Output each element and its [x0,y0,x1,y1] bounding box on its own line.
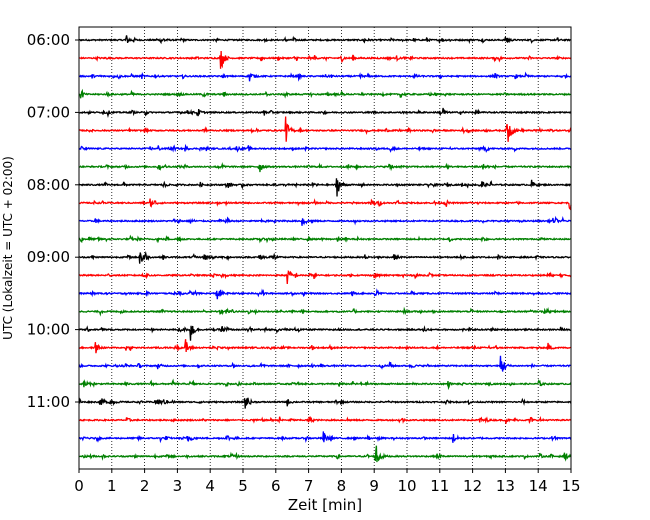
plot-frame [78,26,572,470]
seismic-trace-0945 [78,306,572,317]
x-tick-label: 3 [173,477,183,495]
y-tick-label: 07:00 [27,103,70,121]
x-tick-label: 8 [337,477,347,495]
y-axis-ticks: 06:00 07:00 08:00 09:00 10:00 11:00 [27,31,79,411]
seismic-trace-1015 [78,339,572,354]
y-axis-label: UTC (Lokalzeit = UTC + 02:00) [1,156,15,340]
seismic-trace-0930 [78,288,572,300]
seismic-trace-0745 [78,162,572,173]
seismic-trace-1145 [78,445,572,463]
x-tick-label: 10 [397,477,416,495]
y-tick-label: 09:00 [27,248,70,266]
y-tick-label: 06:00 [27,31,70,49]
x-tick-label: 14 [529,477,548,495]
x-tick-label: 2 [140,477,150,495]
seismic-trace-1000 [78,325,572,341]
x-axis-label: Zeit [min] [288,496,362,514]
seismic-trace-0700 [78,107,572,118]
y-tick-label: 10:00 [27,321,70,339]
seismic-trace-0630 [78,71,572,82]
seismic-trace-0615 [78,51,572,69]
seismic-trace-0600 [78,35,572,45]
x-tick-label: 0 [74,477,84,495]
x-tick-label: 7 [304,477,314,495]
seismic-trace-1130 [78,431,572,444]
x-tick-label: 11 [430,477,449,495]
seismic-trace-0645 [78,88,572,99]
seismic-traces [78,35,572,463]
seismic-trace-0815 [78,198,572,211]
seismic-trace-0900 [78,250,572,264]
x-axis-ticks: 0 1 2 3 4 5 6 7 8 9 10 11 12 13 14 15 [74,469,581,495]
x-tick-label: 5 [238,477,248,495]
x-tick-label: 6 [271,477,281,495]
seismic-trace-1100 [78,397,572,409]
x-tick-label: 1 [107,477,117,495]
x-tick-label: 13 [496,477,515,495]
x-tick-label: 9 [369,477,379,495]
seismic-trace-1115 [78,415,572,425]
x-tick-label: 4 [205,477,215,495]
seismic-trace-0830 [78,215,572,226]
y-tick-label: 08:00 [27,176,70,194]
seismic-trace-0915 [78,270,572,284]
seismic-trace-0845 [78,234,572,244]
seismic-trace-0730 [78,143,572,153]
y-tick-label: 11:00 [27,393,70,411]
seismic-trace-1030 [78,355,572,372]
seismic-trace-1045 [78,378,572,391]
x-tick-label: 15 [561,477,580,495]
x-tick-label: 12 [463,477,482,495]
seismic-trace-0715 [78,116,572,142]
seismic-trace-0800 [78,178,572,197]
